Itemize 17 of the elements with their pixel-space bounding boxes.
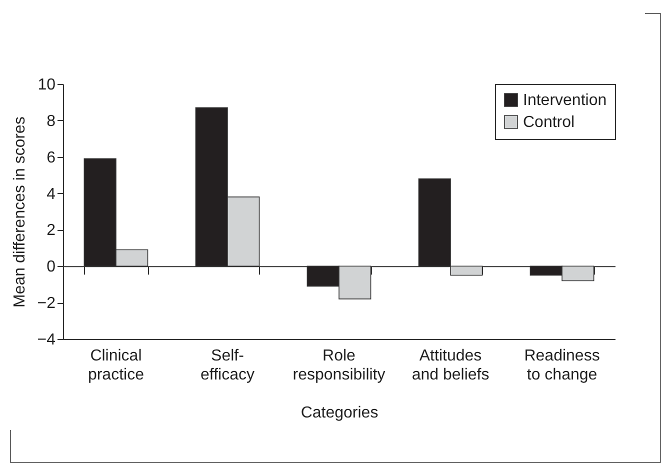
y-tick-label: 8 bbox=[46, 112, 56, 130]
x-tick-label: Self-efficacy bbox=[200, 348, 254, 384]
x-tick-label: Role responsibility bbox=[292, 348, 386, 384]
x-tick-label: Clinical practice bbox=[88, 348, 144, 384]
y-tick-label: −2 bbox=[37, 295, 56, 312]
y-axis-title: Mean differences in scores bbox=[11, 116, 28, 308]
y-tick-label: 0 bbox=[46, 258, 56, 276]
legend-label: Control bbox=[523, 114, 575, 131]
y-tick-label: 4 bbox=[46, 186, 56, 203]
x-tick-label: Attitudes and beliefs bbox=[412, 348, 490, 384]
y-tick-label: 2 bbox=[46, 222, 56, 240]
x-tick-label: Readiness to change bbox=[524, 348, 600, 384]
y-tick-label: −4 bbox=[37, 332, 56, 348]
y-tick-label: 10 bbox=[38, 76, 56, 94]
legend-label: Intervention bbox=[523, 92, 607, 109]
y-tick-label: 6 bbox=[46, 149, 56, 166]
x-axis-title: Categories bbox=[300, 404, 378, 422]
